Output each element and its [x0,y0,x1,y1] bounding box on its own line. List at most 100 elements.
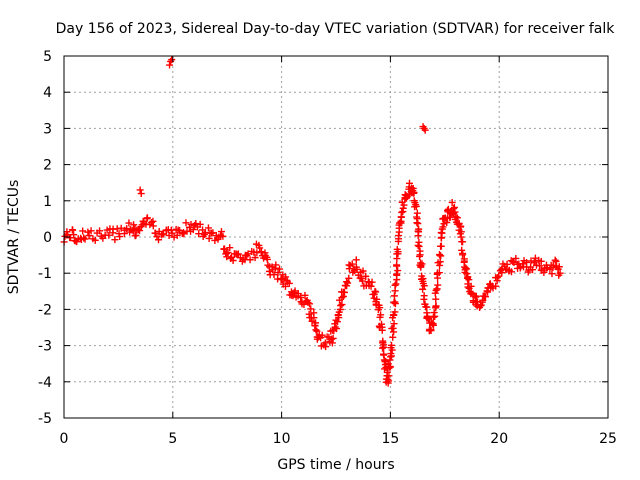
data-point [481,293,489,301]
data-point [368,278,376,286]
data-point [399,204,407,212]
data-point [329,334,337,342]
x-tick-label: 5 [168,431,177,447]
data-point [393,271,401,279]
data-point [389,333,397,341]
data-point [301,291,309,299]
data-point [282,273,290,281]
data-point [130,221,138,229]
data-point [425,315,433,323]
y-tick-label: -5 [38,411,52,427]
y-tick-label: -3 [38,339,52,355]
data-point [333,318,341,326]
data-point [432,286,440,294]
data-point [226,244,234,252]
x-axis-label: GPS time / hours [277,457,394,473]
axis-ticks: 0 5 10 15 20 25 -5 -4 -3 -2 -1 0 1 2 3 4 5 [38,49,617,447]
data-point [358,277,366,285]
data-point [411,199,419,207]
data-point [308,317,316,325]
data-point [125,219,133,227]
data-point [402,194,410,202]
data-point [429,313,437,321]
data-point [244,250,252,258]
data-point [228,253,236,261]
data-point [204,224,212,232]
data-point [405,179,413,187]
data-point [556,269,564,277]
data-point [385,372,393,380]
data-point [391,308,399,316]
data-point [434,281,442,289]
data-point [91,236,99,244]
data-point [392,280,400,288]
data-point [493,274,501,282]
data-point [417,262,425,270]
data-point [390,328,398,336]
data-point [338,301,346,309]
data-point [437,242,445,250]
data-point [432,304,440,312]
data-point [390,299,398,307]
data-point [459,249,467,257]
data-point [187,220,195,228]
data-point [211,236,219,244]
data-point [344,279,352,287]
data-point [421,126,429,134]
data-point [153,233,161,241]
y-tick-label: 5 [43,49,52,65]
data-point [151,229,159,237]
data-point [536,262,544,270]
data-point [149,222,157,230]
data-point [223,249,231,257]
data-point [311,322,319,330]
data-point [160,230,168,238]
data-point [278,276,286,284]
data-point [427,326,435,334]
data-point [294,290,302,298]
y-tick-label: -1 [38,266,52,282]
data-point [376,304,384,312]
data-point [555,263,563,271]
y-tick-label: 0 [43,230,52,246]
data-point [429,320,437,328]
data-point [80,234,88,242]
data-point [217,228,225,236]
data-point [373,295,381,303]
data-point [414,220,422,228]
data-point [453,214,461,222]
data-point [132,231,140,239]
data-point [281,282,289,290]
data-point [168,56,176,64]
data-point [166,61,174,69]
data-point [507,268,515,276]
data-point [414,241,422,249]
data-point [509,258,517,266]
data-point [253,249,261,257]
data-point [234,250,242,258]
data-point [415,228,423,236]
data-point [205,234,213,242]
data-point [451,208,459,216]
data-point [465,276,473,284]
data-point [430,312,438,320]
data-point [137,190,145,198]
data-point [379,337,387,345]
data-point [376,313,384,321]
data-point [398,208,406,216]
data-point [450,205,458,213]
data-point [348,260,356,268]
data-point [272,261,280,269]
data-point [256,244,264,252]
data-point [328,339,336,347]
data-point [459,238,467,246]
data-point [196,220,204,228]
data-point [307,305,315,313]
data-point [274,269,282,277]
data-point [393,262,401,270]
data-point [310,314,318,322]
data-point [412,202,420,210]
data-point [400,201,408,209]
data-point [380,351,388,359]
